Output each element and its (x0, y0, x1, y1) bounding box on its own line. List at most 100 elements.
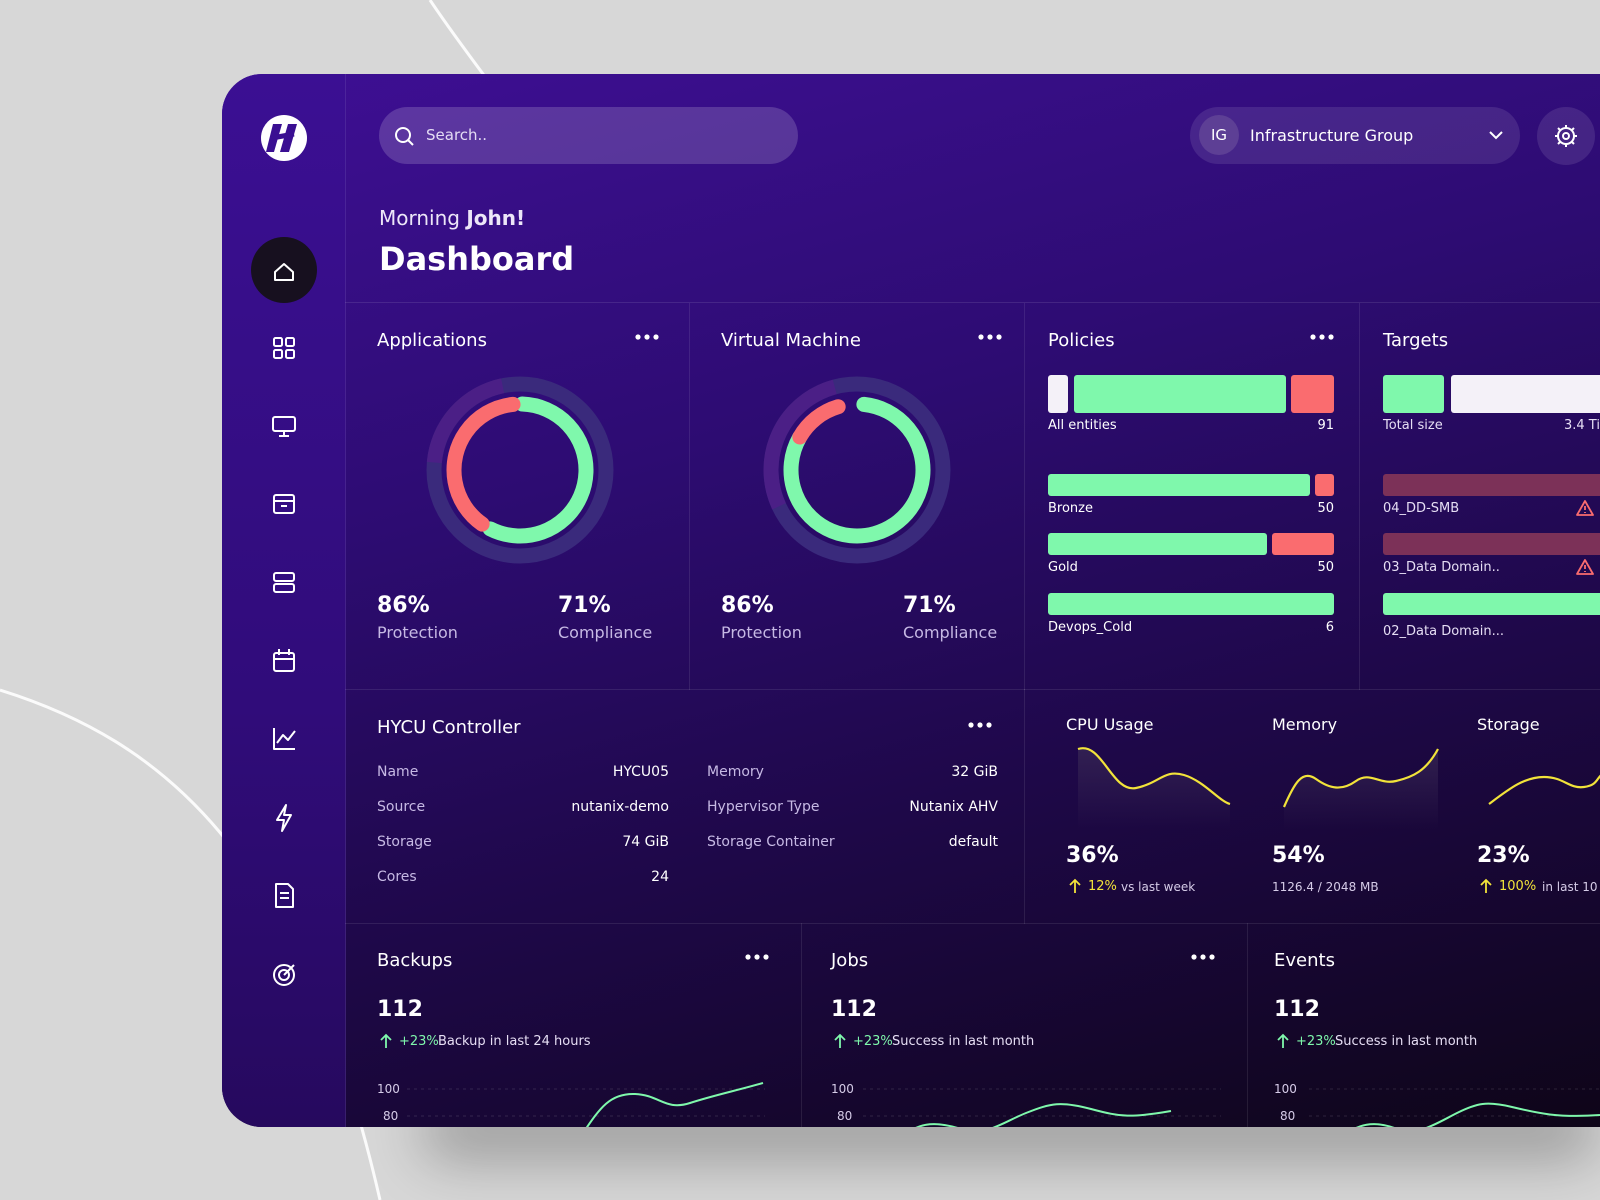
metric-note: vs last week (1121, 880, 1196, 894)
stat-label: Compliance (558, 623, 653, 642)
divider (345, 302, 1600, 303)
up-arrow (834, 1033, 846, 1048)
target-name: Total size (1383, 418, 1443, 433)
axis-label: 100 (1274, 1082, 1297, 1096)
search-placeholder: Search.. (426, 126, 488, 144)
dashboard-panel: Search.. IG Infrastructure Group Morning… (222, 74, 1600, 1127)
field-value: HYCU05 (612, 764, 669, 780)
trend-chart (1309, 1088, 1600, 1127)
metric-title: Storage (1477, 715, 1540, 734)
bar-segment (1074, 375, 1286, 413)
menu-dots[interactable] (635, 333, 659, 341)
menu-dots[interactable] (1310, 333, 1334, 341)
bar-segment (1383, 474, 1600, 496)
card-title: Events (1274, 950, 1335, 971)
controller-card: HYCU Controller Name HYCU05 Source nutan… (345, 689, 1025, 924)
metric-title: CPU Usage (1066, 715, 1154, 734)
account-selector[interactable]: IG Infrastructure Group (1190, 107, 1520, 164)
chevron (1489, 131, 1503, 140)
field-value: default (948, 834, 998, 850)
greeting-word: Morning (379, 206, 460, 230)
target-name: 02_Data Domain... (1383, 624, 1505, 639)
policy-count: 50 (1317, 560, 1334, 575)
avatar: IG (1199, 115, 1239, 155)
field-value: Nutanix AHV (909, 799, 998, 815)
page-title: Dashboard (379, 240, 575, 278)
policy-name: All entities (1048, 418, 1117, 433)
field-label: Hypervisor Type (707, 799, 820, 815)
stat-label: Protection (377, 623, 458, 642)
policy-name: Devops_Cold (1048, 620, 1133, 635)
activity-note: Success in last month (1335, 1034, 1478, 1049)
group-name: Infrastructure Group (1250, 126, 1414, 145)
trend-chart (863, 1088, 1221, 1127)
trend-chart (407, 1082, 765, 1127)
metric-title: Memory (1272, 715, 1338, 734)
menu-dots[interactable] (978, 333, 1002, 341)
axis-label: 100 (831, 1082, 854, 1096)
up-arrow (1480, 878, 1492, 893)
bar-segment (1383, 375, 1444, 413)
virtual-machine-card: Virtual Machine 86% Protection 71% Compl… (689, 303, 1025, 690)
nav-icons[interactable] (269, 337, 299, 1017)
field-value: 24 (651, 869, 669, 885)
policies-card: Policies All entities 91 Bronze 50 Gold 50 … (1024, 303, 1360, 690)
nav-home[interactable] (251, 237, 317, 303)
search-icon (395, 127, 414, 146)
policy-name: Gold (1048, 560, 1078, 575)
card-title: Policies (1048, 330, 1115, 351)
avatar-initials: IG (1210, 126, 1228, 144)
search-bar[interactable]: Search.. (379, 107, 798, 164)
policy-count: 6 (1325, 620, 1334, 635)
donut (426, 376, 614, 564)
metric-value: 23% (1477, 843, 1530, 868)
targets-card: Targets Total size 3.4 TiB 04_DD-SMB 03_… (1359, 303, 1600, 690)
card-title: Backups (377, 950, 453, 971)
card-title: Targets (1383, 330, 1449, 351)
warning-icon (1576, 559, 1594, 575)
activity-note: Backup in last 24 hours (438, 1034, 591, 1049)
stat-value: 86% (721, 593, 774, 618)
axis-label: 80 (1280, 1109, 1296, 1123)
stat-label: Compliance (903, 623, 998, 642)
settings-button[interactable] (1537, 107, 1595, 165)
activity-note: Success in last month (892, 1034, 1035, 1049)
metric-note: in last 10 min (1542, 880, 1600, 894)
axis-label: 80 (837, 1109, 853, 1123)
jobs-card: Jobs 112 +23% Success in last month 100 … (801, 923, 1248, 1127)
target-name: 04_DD-SMB (1383, 501, 1460, 516)
menu-dots[interactable] (968, 721, 992, 729)
logo[interactable] (258, 114, 310, 162)
events-card: Events 112 +23% Success in last month 10… (1247, 923, 1600, 1127)
greeting: Morning John! (379, 206, 525, 230)
card-title: Applications (377, 330, 487, 351)
card-title: HYCU Controller (377, 717, 521, 738)
menu-dots[interactable] (1191, 953, 1215, 961)
field-value: 74 GiB (622, 834, 669, 850)
bar-segment (1383, 533, 1600, 555)
target-name: 03_Data Domain.. (1383, 560, 1500, 575)
bar-segment (1291, 375, 1334, 413)
policy-count: 50 (1317, 501, 1334, 516)
metrics-card: CPU Usage 36% 12% vs last week Memory 54… (1024, 689, 1600, 924)
bar-segment (1048, 474, 1310, 496)
field-label: Source (377, 799, 426, 815)
field-value: 32 GiB (951, 764, 998, 780)
menu-dots[interactable] (745, 953, 769, 961)
bar-segment (1048, 375, 1068, 413)
up-arrow (1277, 1033, 1289, 1048)
bar-segment (1315, 474, 1334, 496)
activity-change: +23% (1296, 1034, 1336, 1049)
stat-value: 71% (558, 593, 611, 618)
field-label: Storage (377, 834, 432, 850)
card-title: Virtual Machine (721, 330, 861, 351)
axis-label: 100 (377, 1082, 400, 1096)
policy-count: 91 (1317, 418, 1334, 433)
activity-count: 112 (1274, 997, 1320, 1022)
up-arrow (1069, 878, 1081, 893)
field-label: Memory (707, 764, 764, 780)
up-arrow (380, 1033, 392, 1048)
metric-value: 54% (1272, 843, 1325, 868)
activity-change: +23% (853, 1034, 893, 1049)
